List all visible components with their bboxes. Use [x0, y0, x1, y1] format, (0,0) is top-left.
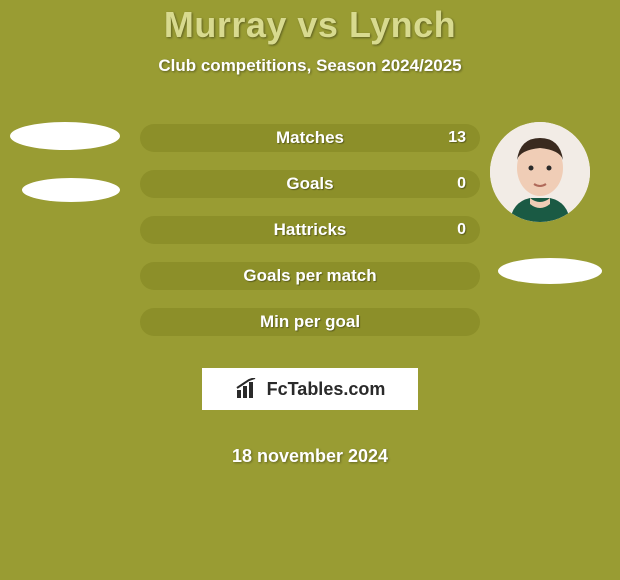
stat-label: Goals per match — [140, 266, 480, 286]
comparison-canvas: Murray vs Lynch Club competitions, Seaso… — [0, 0, 620, 580]
stat-row: Goals per match — [140, 262, 480, 290]
stat-value-right — [452, 262, 480, 290]
stat-row: Goals0 — [140, 170, 480, 198]
stat-label: Hattricks — [140, 220, 480, 240]
stat-row: Hattricks0 — [140, 216, 480, 244]
page-title: Murray vs Lynch — [0, 0, 620, 46]
stat-value-left — [140, 308, 168, 336]
stat-value-left — [140, 170, 168, 198]
stat-value-left — [140, 262, 168, 290]
page-subtitle: Club competitions, Season 2024/2025 — [0, 56, 620, 76]
date-label: 18 november 2024 — [0, 446, 620, 467]
stat-row: Min per goal — [140, 308, 480, 336]
stat-value-left — [140, 124, 168, 152]
stat-label: Goals — [140, 174, 480, 194]
brand-logo: FcTables.com — [202, 368, 418, 410]
bar-chart-icon — [235, 378, 261, 400]
stat-value-right — [452, 308, 480, 336]
stat-value-right: 13 — [434, 124, 480, 152]
stat-label: Min per goal — [140, 312, 480, 332]
stat-value-right: 0 — [443, 170, 480, 198]
brand-text: FcTables.com — [267, 379, 386, 400]
stat-value-left — [140, 216, 168, 244]
stats-container: Matches13Goals0Hattricks0Goals per match… — [0, 124, 620, 467]
stat-label: Matches — [140, 128, 480, 148]
stat-value-right: 0 — [443, 216, 480, 244]
stat-row: Matches13 — [140, 124, 480, 152]
